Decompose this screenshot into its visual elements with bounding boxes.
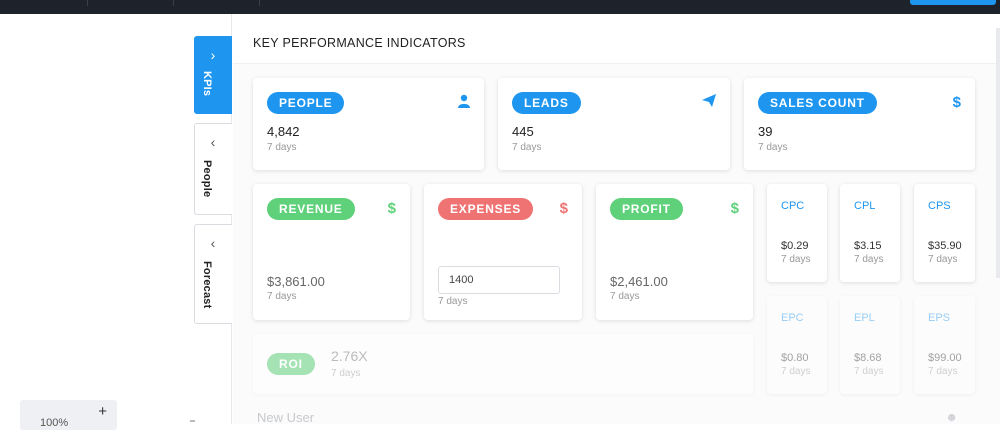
chevron-right-icon: › [210, 47, 216, 63]
kpi-period: 7 days [512, 142, 542, 153]
zoom-level: 100% [40, 417, 69, 429]
user-icon [458, 94, 470, 112]
metric-value: $0.29 [781, 240, 809, 252]
tab-forecast[interactable]: ‹ Forecast [194, 224, 232, 324]
kpi-period: 7 days [331, 368, 361, 379]
kpi-label: LEADS [512, 92, 581, 114]
metric-period: 7 days [781, 254, 811, 265]
kpi-value: 39 [758, 124, 773, 139]
kpi-label: EXPENSES [438, 198, 534, 220]
kpi-period: 7 days [438, 296, 468, 307]
kpi-period: 7 days [267, 291, 297, 302]
panel-header: KEY PERFORMANCE INDICATORS [233, 14, 1000, 64]
left-pane [0, 14, 232, 424]
metric-value: $99.00 [928, 352, 962, 364]
dollar-icon: $ [387, 200, 396, 217]
dollar-icon: $ [559, 200, 568, 217]
zoom-in-button[interactable]: + [98, 403, 107, 420]
kpi-period: 7 days [758, 142, 788, 153]
kpi-card-leads: LEADS 445 7 days [498, 78, 730, 170]
metric-label: CPC [781, 200, 805, 212]
tab-label: Forecast [201, 261, 213, 309]
new-user-heading: New User [257, 410, 315, 425]
kpi-card-sales-count: SALES COUNT $ 39 7 days [744, 78, 975, 170]
kpi-label: ROI [267, 353, 315, 375]
metric-card-epc: EPC $0.80 7 days [767, 296, 827, 394]
chevron-left-icon: ‹ [210, 134, 216, 150]
tab-label: KPIs [201, 71, 213, 97]
kpi-value: $3,861.00 [267, 274, 325, 289]
metric-card-eps: EPS $99.00 7 days [914, 296, 975, 394]
metric-label: CPS [928, 200, 951, 212]
kpi-label: REVENUE [267, 198, 355, 220]
metric-period: 7 days [781, 366, 811, 377]
metric-period: 7 days [928, 254, 958, 265]
tab-people[interactable]: ‹ People [194, 123, 232, 215]
kpi-card-revenue: REVENUE $ $3,861.00 7 days [253, 184, 410, 320]
kpi-card-people: PEOPLE 4,842 7 days [253, 78, 484, 170]
toolbar-segment[interactable] [88, 0, 174, 6]
metric-card-cpl: CPL $3.15 7 days [840, 184, 900, 282]
chevron-left-icon: ‹ [210, 235, 216, 251]
zoom-control[interactable]: + 100% [20, 400, 117, 430]
divider [190, 420, 195, 422]
kpi-card-roi: ROI 2.76X 7 days [253, 334, 753, 394]
metric-value: $3.15 [854, 240, 882, 252]
metric-label: EPL [854, 312, 875, 324]
kpi-label: SALES COUNT [758, 92, 877, 114]
toolbar-segment[interactable] [0, 0, 88, 6]
kpi-card-expenses: EXPENSES $ 1400 7 days [424, 184, 582, 320]
kpi-period: 7 days [610, 291, 640, 302]
metric-card-epl: EPL $8.68 7 days [840, 296, 900, 394]
dollar-icon: $ [730, 200, 739, 217]
metric-period: 7 days [854, 254, 884, 265]
metric-card-cps: CPS $35.90 7 days [914, 184, 975, 282]
metric-label: EPS [928, 312, 951, 324]
paper-plane-icon [702, 94, 716, 111]
metric-value: $0.80 [781, 352, 809, 364]
metric-label: CPL [854, 200, 876, 212]
kpi-panel: KEY PERFORMANCE INDICATORS PEOPLE 4,842 … [233, 14, 1000, 425]
scrollbar[interactable] [996, 28, 1000, 278]
metric-period: 7 days [854, 366, 884, 377]
expenses-input[interactable]: 1400 [438, 266, 560, 294]
dollar-icon: $ [952, 94, 961, 111]
kpi-value: $2,461.00 [610, 274, 668, 289]
metric-label: EPC [781, 312, 804, 324]
kpi-card-profit: PROFIT $ $2,461.00 7 days [596, 184, 753, 320]
tab-kpis[interactable]: › KPIs [194, 36, 232, 114]
kpi-value: 445 [512, 124, 534, 139]
kpi-value: 2.76X [331, 348, 368, 364]
user-icon: ☻ [945, 410, 958, 424]
tab-label: People [201, 160, 213, 198]
kpi-value: 4,842 [267, 124, 300, 139]
kpi-label: PEOPLE [267, 92, 345, 114]
top-toolbar [0, 0, 1000, 14]
metric-value: $35.90 [928, 240, 962, 252]
metric-value: $8.68 [854, 352, 882, 364]
toolbar-primary-button[interactable] [910, 0, 996, 5]
metric-period: 7 days [928, 366, 958, 377]
kpi-period: 7 days [267, 142, 297, 153]
kpi-label: PROFIT [610, 198, 683, 220]
metric-card-cpc: CPC $0.29 7 days [767, 184, 827, 282]
page-title: KEY PERFORMANCE INDICATORS [253, 36, 466, 50]
toolbar-segment[interactable] [174, 0, 260, 6]
